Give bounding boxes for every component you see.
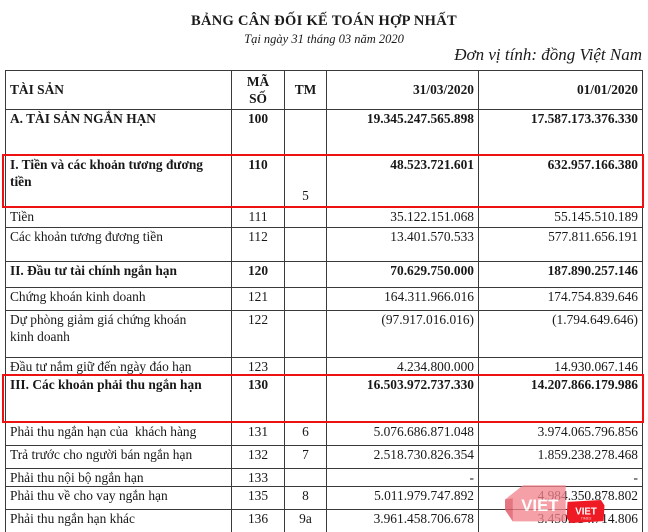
svg-text:VIET: VIET (575, 507, 597, 518)
svg-text:VIET: VIET (521, 496, 559, 515)
svg-text:TIMES: TIMES (581, 516, 592, 520)
